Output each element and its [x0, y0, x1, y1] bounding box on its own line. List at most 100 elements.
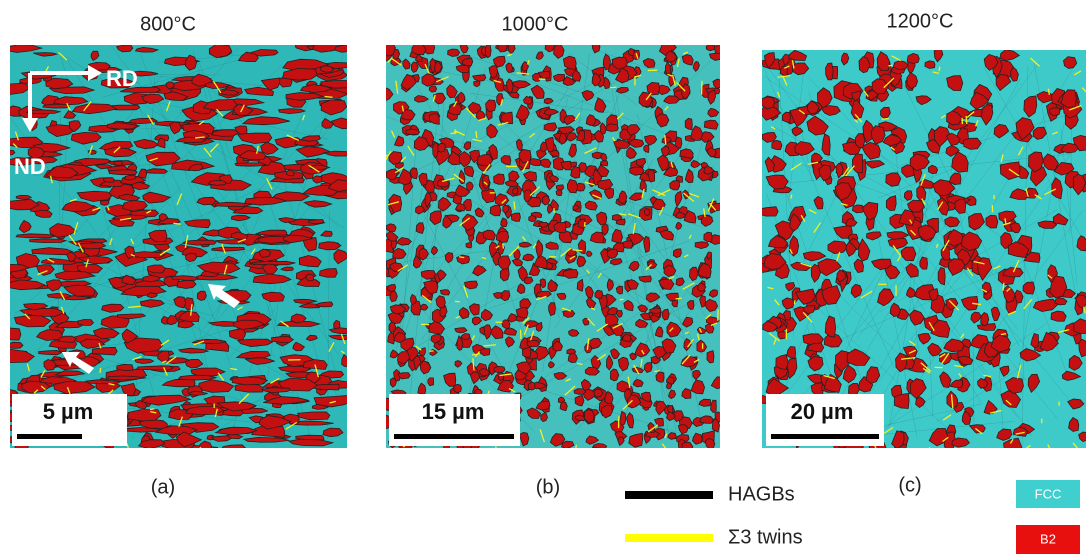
b2-grain	[675, 136, 683, 150]
b2-grain	[615, 285, 624, 295]
b2-grain	[285, 92, 325, 101]
twin-boundary	[654, 370, 660, 373]
b2-grain	[684, 117, 693, 131]
twin-boundary	[1073, 70, 1082, 76]
b2-grain	[261, 291, 285, 303]
twin-boundary	[992, 265, 1001, 270]
twin-boundary	[415, 345, 422, 351]
b2-grain	[865, 366, 881, 384]
b2-grain	[578, 161, 588, 173]
twin-boundary	[966, 267, 974, 277]
b2-grain	[485, 99, 497, 113]
b2-grain	[318, 241, 342, 251]
twin-boundary	[421, 294, 432, 303]
grain-boundary	[129, 148, 148, 160]
b2-grain	[120, 86, 162, 94]
twin-boundary	[14, 131, 20, 141]
grain-boundary	[1060, 129, 1078, 286]
b2-grain	[905, 263, 919, 278]
b2-grain	[642, 57, 656, 68]
b2-grain	[970, 311, 982, 324]
twin-boundary	[286, 134, 300, 142]
b2-grain	[393, 368, 402, 382]
twin-boundary	[1057, 328, 1070, 334]
b2-grain	[556, 292, 567, 300]
twin-boundary	[840, 202, 848, 207]
b2-grain	[214, 201, 253, 207]
b2-grain	[945, 145, 960, 157]
twin-boundary	[33, 389, 39, 394]
b2-grain	[518, 148, 532, 164]
b2-grain	[585, 435, 600, 445]
twin-boundary	[768, 332, 781, 342]
b2-grain	[1076, 235, 1086, 252]
b2-grain	[951, 437, 970, 448]
twin-boundary	[790, 194, 793, 199]
b2-grain	[781, 297, 795, 310]
b2-grain	[948, 172, 962, 186]
twin-boundary	[909, 219, 913, 224]
b2-grain	[165, 81, 175, 90]
b2-grain	[777, 331, 788, 340]
twin-boundary	[424, 63, 430, 74]
b2-grain	[1005, 377, 1024, 394]
b2-grain	[497, 255, 512, 270]
twin-boundary	[85, 259, 89, 268]
b2-grain	[606, 306, 619, 316]
b2-grain	[493, 173, 505, 185]
b2-grain	[599, 122, 607, 135]
b2-grain	[208, 45, 233, 59]
b2-grain	[680, 355, 699, 368]
b2-grain	[203, 395, 226, 410]
b2-grain	[836, 269, 847, 283]
b2-grain	[998, 210, 1017, 224]
twin-boundary	[710, 322, 718, 326]
b2-grain	[850, 96, 865, 120]
b2-grain	[628, 192, 643, 202]
b2-grain	[1028, 151, 1044, 173]
b2-grain	[128, 70, 159, 77]
b2-grain	[677, 424, 689, 435]
b2-grain	[260, 77, 281, 91]
b2-grain	[428, 320, 445, 335]
b2-grain	[629, 166, 645, 176]
twin-boundary	[813, 222, 822, 234]
twin-boundary	[921, 198, 926, 205]
b2-grain	[54, 270, 97, 281]
b2-grain	[393, 135, 405, 147]
b2-grain	[665, 292, 679, 302]
b2-grain	[762, 131, 777, 143]
b2-grain	[643, 208, 651, 217]
twin-boundary	[395, 80, 399, 94]
twin-boundary	[59, 290, 66, 301]
twin-boundary	[941, 352, 950, 365]
twin-boundary	[230, 367, 238, 371]
b2-grain	[120, 382, 137, 397]
legend-swatch	[625, 491, 713, 499]
twin-boundary	[1000, 333, 1007, 336]
twin-boundary	[450, 131, 458, 135]
b2-grain	[236, 338, 274, 348]
b2-grain	[157, 137, 166, 149]
grain-boundary	[808, 257, 1034, 354]
twin-boundary	[798, 109, 806, 115]
twin-boundary	[165, 101, 171, 112]
b2-grain	[181, 239, 217, 246]
b2-grain	[515, 138, 523, 152]
b2-grain	[428, 85, 438, 93]
b2-grain	[292, 298, 318, 304]
grain-boundary	[803, 294, 949, 430]
b2-grain	[15, 194, 33, 200]
twin-boundary	[223, 264, 228, 275]
twin-boundary	[584, 147, 597, 154]
twin-boundary	[983, 374, 991, 378]
twin-boundary	[529, 186, 541, 196]
b2-grain	[594, 97, 607, 113]
b2-grain	[183, 219, 211, 229]
twin-boundary	[938, 353, 946, 359]
twin-boundary	[954, 364, 964, 368]
b2-grain	[53, 96, 89, 106]
b2-grain	[45, 77, 74, 90]
b2-grain	[594, 289, 604, 299]
b2-grain	[302, 237, 318, 252]
